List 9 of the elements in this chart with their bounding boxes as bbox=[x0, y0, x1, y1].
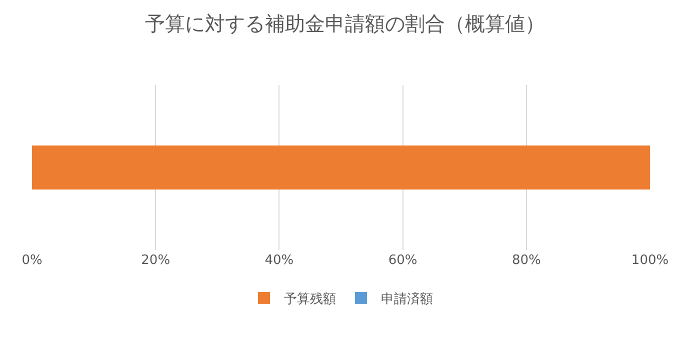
x-tick-label: 40% bbox=[264, 253, 294, 268]
chart-title: 予算に対する補助金申請額の割合（概算値） bbox=[145, 12, 545, 36]
x-tick-label: 60% bbox=[388, 253, 418, 268]
legend-label: 申請済額 bbox=[381, 291, 433, 308]
x-tick-label: 80% bbox=[512, 253, 541, 268]
x-tick-label: 20% bbox=[141, 253, 170, 268]
x-tick-label: 100% bbox=[631, 253, 669, 268]
x-tick-label: 0% bbox=[22, 253, 42, 268]
legend-label: 予算残額 bbox=[284, 292, 336, 308]
